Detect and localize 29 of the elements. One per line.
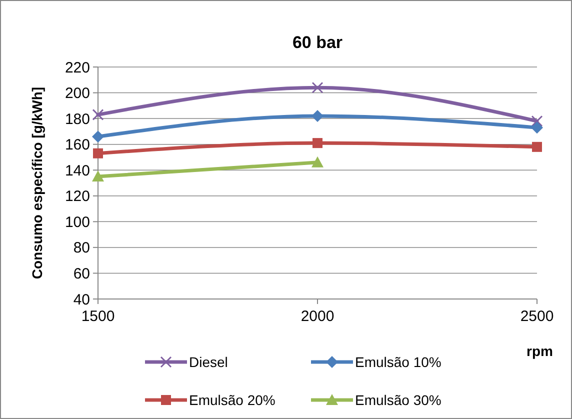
point: [92, 108, 104, 120]
legend-label: Diesel: [189, 354, 228, 370]
point: [93, 148, 103, 158]
y-tick-label: 80: [73, 240, 90, 257]
point: [92, 130, 104, 143]
x-axis-title: rpm: [526, 343, 553, 359]
legend-label: Emulsão 10%: [355, 354, 442, 370]
x-tick-label: 1500: [81, 308, 115, 325]
y-tick-label: 180: [64, 110, 90, 128]
y-tick-label: 100: [64, 214, 90, 231]
x-tick-label: 2000: [300, 308, 334, 325]
legend-label: Emulsão 30%: [355, 392, 442, 408]
y-tick-label: 60: [73, 265, 90, 282]
point: [532, 142, 542, 152]
y-tick-label: 200: [64, 85, 90, 102]
point: [312, 110, 324, 122]
y-tick-label: 40: [73, 291, 90, 308]
y-tick-label: 140: [64, 162, 90, 180]
y-tick-label: 220: [64, 59, 90, 76]
point: [531, 122, 543, 134]
y-axis-title: Consumo específico [g/kWh]: [29, 86, 45, 280]
y-tick-label: 160: [64, 136, 90, 154]
legend-label: Emulsão 20%: [189, 392, 276, 408]
point: [531, 115, 543, 127]
point: [312, 138, 322, 148]
point: [312, 82, 324, 94]
chart-title: 60 bar: [292, 33, 343, 52]
y-tick-label: 120: [64, 188, 90, 206]
x-tick-label: 2500: [520, 308, 554, 325]
